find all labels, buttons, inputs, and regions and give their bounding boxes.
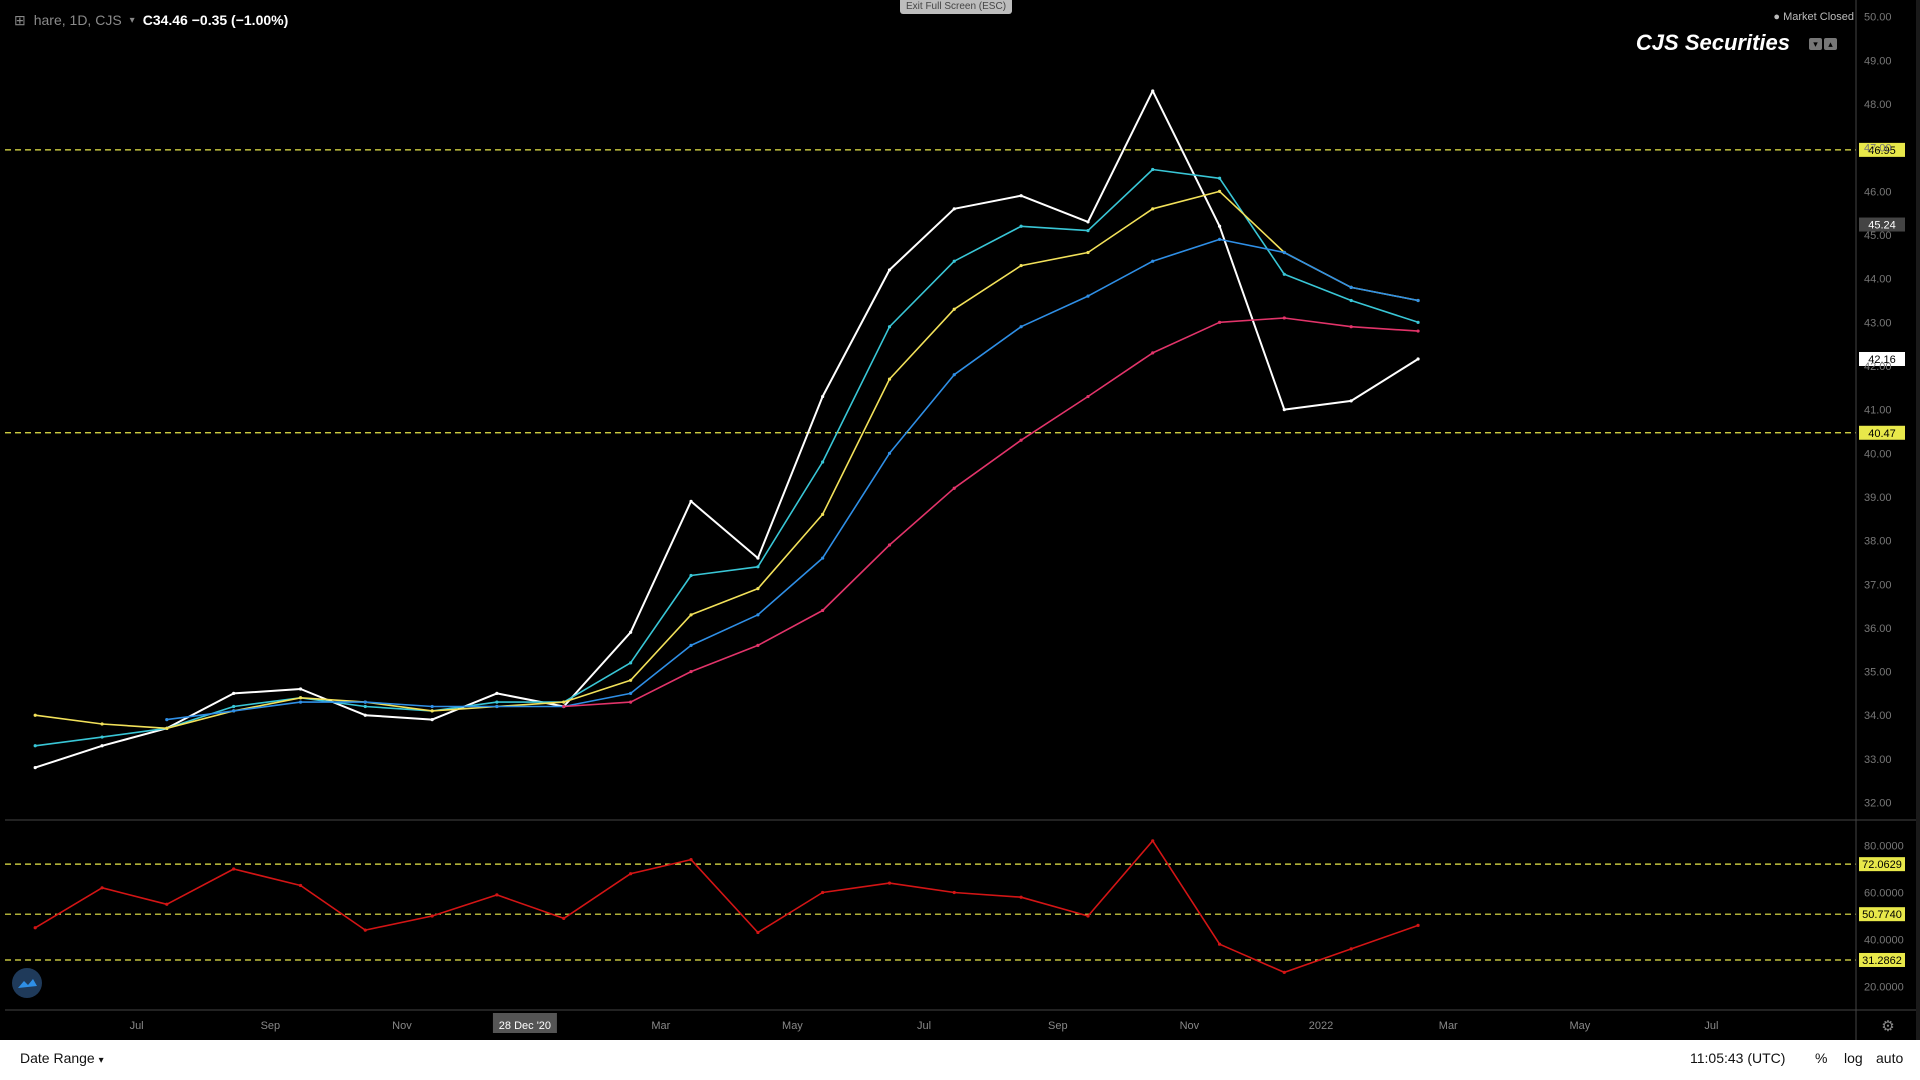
price-axis-tick: 36.00 bbox=[1864, 623, 1892, 635]
x-axis-tick: Jul bbox=[130, 1020, 144, 1032]
rsi-axis-tick: 80.0000 bbox=[1864, 841, 1904, 853]
expand-icon[interactable]: ▴ bbox=[1824, 38, 1837, 50]
rsi-series-line bbox=[34, 839, 1419, 974]
price-axis-tick: 44.00 bbox=[1864, 274, 1892, 286]
price-axis-tick: 48.00 bbox=[1864, 99, 1892, 111]
bottom-toolbar: Date Range ▾ 11:05:43 (UTC) % log auto bbox=[0, 1040, 1920, 1080]
gear-icon[interactable]: ⚙ bbox=[1881, 1018, 1894, 1035]
rsi-level-label: 31.2862 bbox=[1862, 955, 1902, 967]
ema-series-line bbox=[166, 238, 1419, 721]
brand-title: CJS Securities bbox=[1635, 30, 1790, 55]
price-axis-tick: 33.00 bbox=[1864, 754, 1892, 766]
price-readout: C34.46 −0.35 (−1.00%) bbox=[142, 12, 289, 28]
price-axis-tick: 38.00 bbox=[1864, 536, 1892, 548]
x-axis-cursor-tag bbox=[492, 1013, 557, 1033]
price-axis-tick: 42.00 bbox=[1864, 361, 1892, 373]
vertical-scrollbar[interactable] bbox=[1916, 0, 1920, 1040]
x-axis-tick: Sep bbox=[1048, 1020, 1068, 1032]
x-axis-tick: Jul bbox=[1704, 1020, 1718, 1032]
axes: 32.00 33.00 34.00 35.00 36.00 37.00 38.00 39.00… bbox=[130, 12, 1904, 1035]
rsi-axis-tick: 60.0000 bbox=[1864, 888, 1904, 900]
price-axis-tick: 39.00 bbox=[1864, 492, 1892, 504]
x-axis-tick: May bbox=[1569, 1020, 1590, 1032]
crosshair-price-label: 45.24 bbox=[1868, 220, 1896, 232]
price-axis-tick: 43.00 bbox=[1864, 317, 1892, 329]
symbol-header: ⊞ hare, 1D, CJS ▾ C34.46 −0.35 (−1.00%) bbox=[14, 10, 288, 30]
logo-icon bbox=[12, 968, 42, 998]
collapse-icon[interactable]: ▾ bbox=[1809, 38, 1822, 50]
x-axis-tick: Jul bbox=[917, 1020, 931, 1032]
market-status: ● Market Closed bbox=[1773, 11, 1854, 23]
price-axis-tick: 41.00 bbox=[1864, 405, 1892, 417]
chevron-down-icon: ▾ bbox=[98, 1055, 104, 1066]
crosshair-price-tag bbox=[1859, 217, 1905, 232]
rsi-pane[interactable]: 72.0629 50.7740 31.2862 bbox=[5, 839, 1905, 975]
rsi-level-tag bbox=[1859, 857, 1905, 872]
rsi-axis-tick: 40.0000 bbox=[1864, 935, 1904, 947]
price-axis-tick: 47.00 bbox=[1864, 143, 1892, 155]
auto-scale-toggle[interactable]: auto bbox=[1876, 1050, 1904, 1066]
grid-icon[interactable]: ⊞ bbox=[14, 11, 26, 28]
price-level-label: 40.47 bbox=[1868, 428, 1896, 440]
price-level-tag bbox=[1859, 425, 1905, 440]
x-axis-tick: Mar bbox=[1439, 1020, 1458, 1032]
rsi-level-tag bbox=[1859, 907, 1905, 922]
symbol-label[interactable]: hare, 1D, CJS bbox=[33, 12, 122, 28]
last-price-label: 42.16 bbox=[1868, 354, 1896, 366]
x-axis-tick: Nov bbox=[1180, 1020, 1200, 1032]
ema-series-line bbox=[35, 168, 1419, 747]
ema-series-line bbox=[35, 190, 1419, 730]
rsi-level-label: 50.7740 bbox=[1862, 909, 1902, 921]
price-series-line bbox=[34, 89, 1419, 769]
chart-svg[interactable]: 46.95 40.47 42.16 45.24 72.0629 50.7740 31.28… bbox=[0, 0, 1920, 1040]
price-level-tag bbox=[1859, 142, 1905, 157]
price-axis-tick: 35.00 bbox=[1864, 667, 1892, 679]
date-range-label: Date Range bbox=[20, 1050, 95, 1066]
ema-series-line bbox=[563, 317, 1419, 708]
x-axis-tick: 28 Dec '20 bbox=[499, 1020, 551, 1032]
log-scale-toggle[interactable]: log bbox=[1844, 1050, 1863, 1066]
last-price-tag bbox=[1859, 351, 1905, 366]
rsi-axis-tick: 20.0000 bbox=[1864, 982, 1904, 994]
x-axis-tick: Mar bbox=[651, 1020, 670, 1032]
price-axis-tick: 34.00 bbox=[1864, 710, 1892, 722]
price-axis-tick: 45.00 bbox=[1864, 230, 1892, 242]
price-axis-tick: 50.00 bbox=[1864, 12, 1892, 24]
chevron-down-icon[interactable]: ▾ bbox=[129, 14, 135, 26]
price-axis-tick: 32.00 bbox=[1864, 798, 1892, 810]
price-axis-tick: 40.00 bbox=[1864, 448, 1892, 460]
x-axis-tick: Sep bbox=[261, 1020, 281, 1032]
percent-scale-toggle[interactable]: % bbox=[1815, 1050, 1828, 1066]
rsi-level-label: 72.0629 bbox=[1862, 859, 1902, 871]
price-pane[interactable]: 46.95 40.47 42.16 45.24 bbox=[5, 89, 1905, 770]
price-level-label: 46.95 bbox=[1868, 145, 1896, 157]
clock-readout: 11:05:43 (UTC) bbox=[1690, 1050, 1786, 1066]
price-axis-tick: 37.00 bbox=[1864, 579, 1892, 591]
x-axis-tick: 2022 bbox=[1309, 1020, 1333, 1032]
x-axis-tick: May bbox=[782, 1020, 803, 1032]
exit-fullscreen-button[interactable]: Exit Full Screen (ESC) bbox=[900, 0, 1013, 14]
x-axis-tick: Nov bbox=[392, 1020, 412, 1032]
price-axis-tick: 46.00 bbox=[1864, 186, 1892, 198]
rsi-level-tag bbox=[1859, 952, 1905, 967]
price-axis-tick: 49.00 bbox=[1864, 55, 1892, 67]
date-range-dropdown[interactable]: Date Range ▾ bbox=[20, 1050, 104, 1066]
